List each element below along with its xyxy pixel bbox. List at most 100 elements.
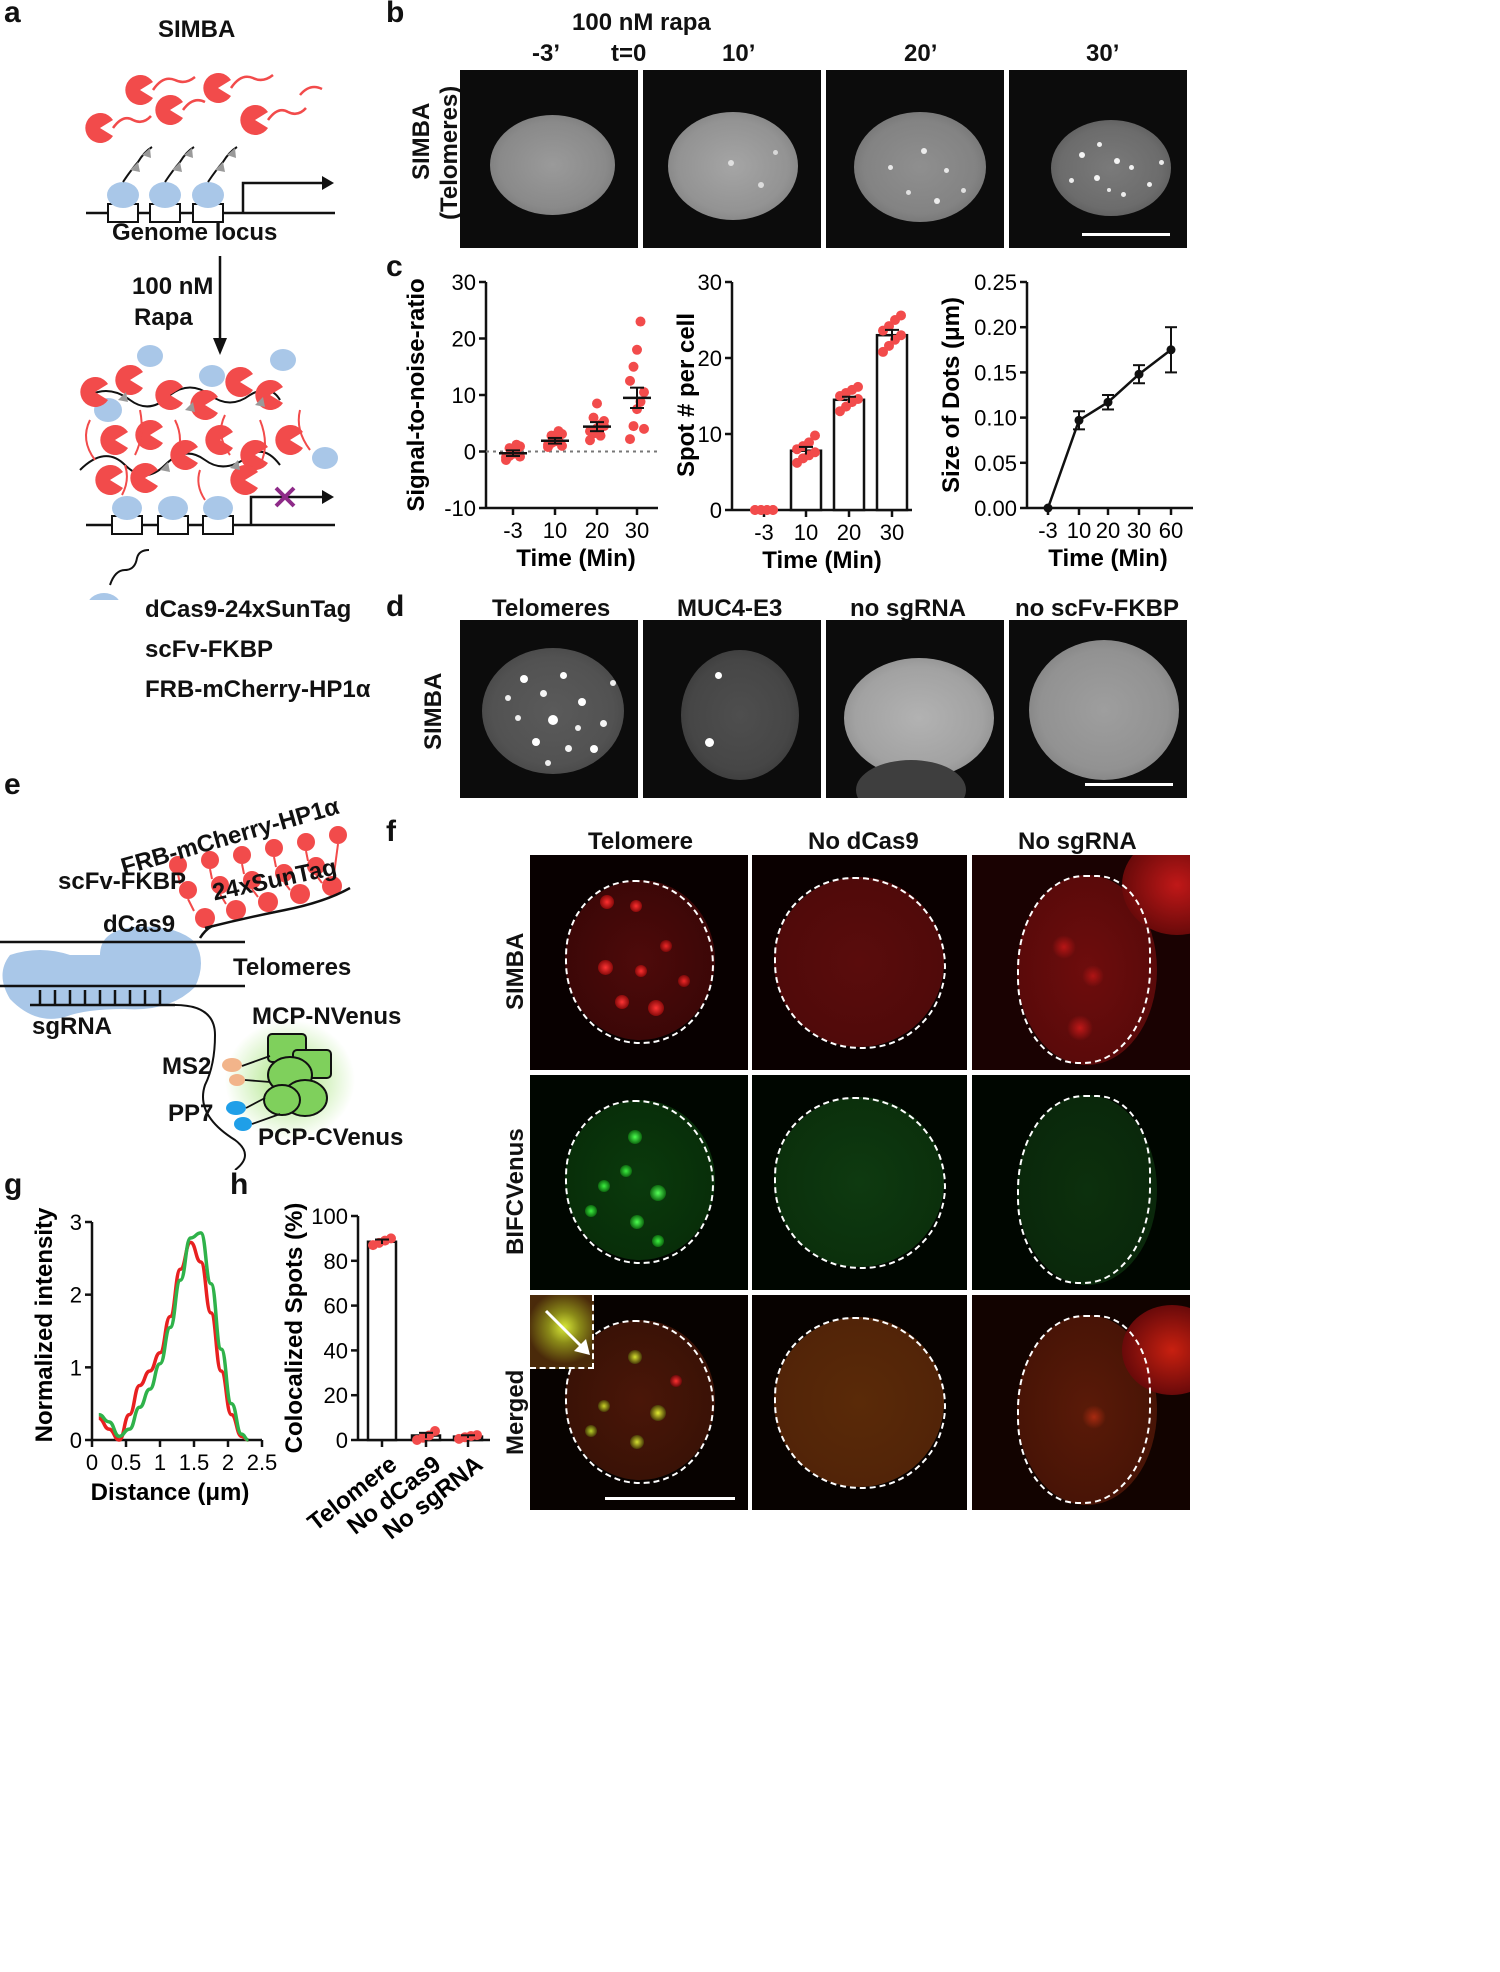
data-point (896, 330, 906, 341)
x-tick-label: 30 (880, 520, 904, 545)
x-tick-label: 30 (1127, 518, 1151, 543)
data-point (625, 434, 635, 445)
bifc-schematic (0, 826, 355, 1170)
data-point (810, 447, 820, 458)
f-col-telomere: Telomere (588, 828, 693, 855)
legend-scfv-label: scFv-FKBP (145, 636, 274, 663)
red-profile-line (98, 1240, 249, 1442)
y-tick-label: 20 (698, 346, 722, 371)
micrograph-f-merged-nodcas9 (752, 1295, 967, 1510)
x-axis-title: Distance (μm) (91, 1479, 250, 1506)
x-tick-label: 2.5 (247, 1450, 278, 1475)
x-tick-label: 20 (1096, 518, 1120, 543)
y-axis-title: Normalized intensity (31, 1207, 58, 1442)
d-col-muc4: MUC4-E3 (677, 595, 783, 622)
f-col-nosgrna: No sgRNA (1018, 828, 1137, 855)
micrograph-f-simba-nodcas9 (752, 855, 967, 1070)
data-point (511, 439, 522, 450)
data-point (595, 430, 606, 441)
data-point (588, 412, 599, 423)
bar (832, 398, 866, 512)
data-point (853, 381, 863, 392)
micrograph-f-simba-nosgrna (972, 855, 1190, 1070)
y-tick-label: 30 (698, 270, 722, 295)
x-tick-label: 1 (154, 1450, 166, 1475)
data-point (1134, 369, 1144, 379)
x-tick-label: 1.5 (179, 1450, 210, 1475)
panel-b-row-label: SIMBA (Telomeres) (408, 80, 468, 250)
pp7-hairpin-icon (226, 1101, 246, 1115)
y-tick-label: 0.05 (974, 451, 1017, 476)
free-hp1-molecules (85, 73, 323, 143)
micrograph-d-telomeres (460, 620, 638, 798)
x-tick-label: 10 (794, 520, 818, 545)
treatment-label-1: 100 nM (132, 273, 214, 300)
micrograph-b-10 (643, 70, 821, 248)
micrograph-b-20 (826, 70, 1004, 248)
panel-letter-b: b (386, 0, 405, 29)
data-point (884, 340, 894, 351)
data-point (768, 505, 778, 515)
y-tick-label: 30 (452, 270, 476, 295)
y-tick-label: 20 (324, 1383, 348, 1408)
micrograph-f-bifc-telomere (530, 1075, 748, 1290)
x-tick-label: -3 (754, 520, 774, 545)
panel-letter-e: e (4, 768, 21, 801)
e-dcas9-label: dCas9 (103, 911, 176, 938)
x-tick-label: 0.5 (111, 1450, 142, 1475)
micrograph-f-merged-nosgrna (972, 1295, 1190, 1510)
x-tick-label: 10 (543, 518, 567, 543)
bar (875, 333, 909, 512)
e-sgrna-label: sgRNA (32, 1013, 113, 1040)
bar (366, 1240, 398, 1442)
simba-title: SIMBA (158, 16, 236, 43)
data-point (430, 1426, 440, 1437)
legend-frb-label: FRB-mCherry-HP1α (145, 676, 371, 703)
y-tick-label: 0.15 (974, 360, 1017, 385)
micrograph-f-bifc-nodcas9 (752, 1075, 967, 1290)
y-tick-label: 100 (311, 1204, 348, 1229)
y-tick-label: 0 (710, 498, 722, 523)
data-point (1074, 415, 1084, 425)
timepoint-30: 30’ (1086, 40, 1120, 67)
y-tick-label: -10 (444, 496, 476, 521)
scale-bar-b (1082, 233, 1170, 236)
data-point (853, 394, 863, 405)
data-point (628, 421, 639, 432)
y-tick-label: 1 (70, 1355, 82, 1380)
y-tick-label: 80 (324, 1249, 348, 1274)
micrograph-b-30 (1009, 70, 1187, 248)
green-profile-line (98, 1231, 249, 1442)
scale-bar-d (1085, 783, 1173, 786)
y-tick-label: 0.20 (974, 315, 1017, 340)
data-point (386, 1233, 396, 1244)
x-tick-label: 60 (1159, 518, 1183, 543)
y-axis-title: Size of Dots (μm) (938, 297, 965, 493)
data-point (1166, 345, 1176, 355)
y-tick-label: 0 (464, 440, 476, 465)
data-point (639, 387, 649, 398)
e-pcp-label: PCP-CVenus (258, 1124, 404, 1151)
panel-letter-h: h (230, 1168, 249, 1201)
timepoint-20: 20’ (904, 40, 938, 67)
d-row-label: SIMBA (420, 672, 447, 750)
d-col-noscfv: no scFv-FKBP (1015, 595, 1180, 622)
merged-inset-arrow-icon (544, 1309, 590, 1355)
rapa-treatment-label: 100 nM rapa (572, 9, 711, 36)
data-point (884, 321, 894, 332)
data-point (472, 1430, 482, 1441)
x-axis-title: Time (Min) (1048, 545, 1168, 572)
data-point (592, 398, 602, 409)
micrograph-d-noscfv (1009, 620, 1187, 798)
y-tick-label: 2 (70, 1283, 82, 1308)
data-point (632, 344, 642, 355)
y-tick-label: 60 (324, 1294, 348, 1319)
y-tick-label: 0 (336, 1428, 348, 1453)
x-tick-label: 20 (837, 520, 861, 545)
legend-dcas9-icon (89, 549, 150, 600)
y-tick-label: 0.00 (974, 496, 1017, 521)
y-tick-label: 3 (70, 1210, 82, 1235)
